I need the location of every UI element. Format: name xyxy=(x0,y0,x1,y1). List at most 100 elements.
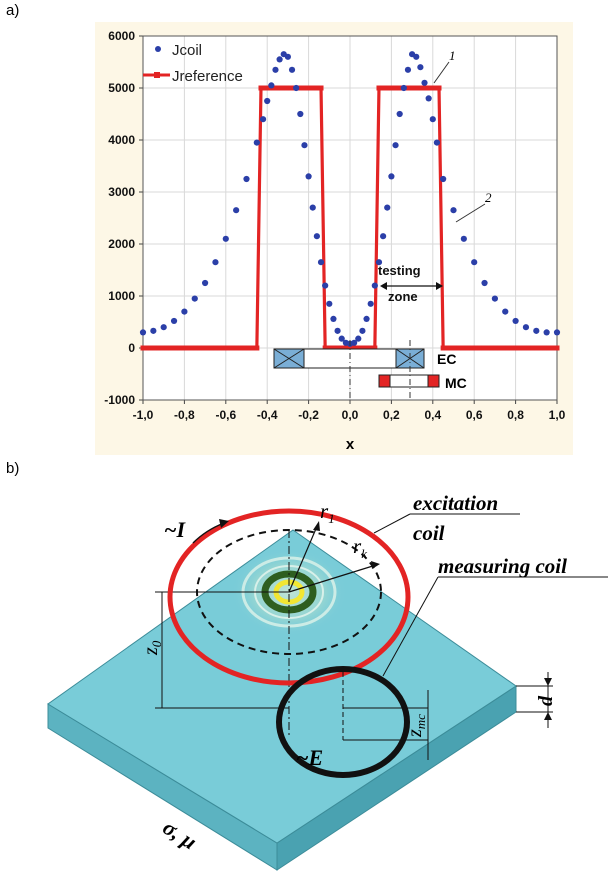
jreference-point xyxy=(339,345,345,351)
jcoil-point xyxy=(191,295,198,302)
jcoil-point xyxy=(317,259,325,266)
testing-zone-label-bottom: zone xyxy=(388,289,418,304)
jreference-point xyxy=(185,345,191,351)
jreference-point xyxy=(201,345,207,351)
legend: Jcoil Jreference xyxy=(143,42,243,85)
excitation-label: excitation xyxy=(413,491,498,515)
jcoil-point xyxy=(396,110,403,118)
jcoil-point xyxy=(522,324,530,331)
jreference-point xyxy=(368,345,374,351)
y-tick-label: 3000 xyxy=(108,185,135,199)
y-tick-label: 0 xyxy=(128,341,135,355)
jreference-point xyxy=(326,345,332,351)
testing-zone-arrowhead-right xyxy=(436,282,443,290)
jreference-point xyxy=(347,345,353,351)
jreference-point xyxy=(517,345,523,351)
x-tick-label: 0,0 xyxy=(342,408,359,422)
jcoil-point xyxy=(481,279,488,287)
panel-a-label: a) xyxy=(6,2,20,19)
jreference-point xyxy=(534,345,540,351)
jcoil-point xyxy=(359,327,366,334)
jreference-point xyxy=(229,345,235,351)
jreference-point xyxy=(469,345,475,351)
jcoil-point xyxy=(338,335,345,342)
jreference-point xyxy=(456,345,462,351)
jreference-point xyxy=(258,85,264,91)
measuring-label: measuring coil xyxy=(438,554,567,578)
conductive-plate xyxy=(47,529,517,844)
jreference-point xyxy=(267,85,273,91)
jreference-point xyxy=(305,85,311,91)
jreference-point xyxy=(197,345,203,351)
jcoil-point xyxy=(404,66,412,73)
jcoil-point xyxy=(355,335,362,342)
jcoil-point xyxy=(293,84,300,92)
jreference-point xyxy=(181,345,187,351)
jreference-point xyxy=(297,85,303,91)
jreference-point xyxy=(554,345,560,351)
jreference-point xyxy=(380,85,386,91)
r1-label: r1 xyxy=(320,499,335,526)
jcoil-point xyxy=(471,259,478,266)
x-tick-label: -0,8 xyxy=(174,408,195,422)
d-label: d xyxy=(535,695,557,706)
jreference-point xyxy=(168,345,174,351)
jcoil-point xyxy=(222,235,229,242)
y-tick-label: -1000 xyxy=(104,393,135,407)
jcoil-point xyxy=(400,84,407,92)
jcoil-point xyxy=(425,95,432,102)
jcoil-point xyxy=(450,207,457,214)
jreference-point xyxy=(432,85,438,91)
x-tick-label: 0,2 xyxy=(383,408,400,422)
jcoil-point xyxy=(326,300,333,307)
jcoil-point xyxy=(413,53,420,60)
jcoil-point xyxy=(417,64,424,71)
jreference-point xyxy=(225,345,231,351)
jcoil-series xyxy=(139,51,561,347)
testing-zone-label-top: testing xyxy=(378,263,421,278)
jreference-point xyxy=(140,345,146,351)
jreference-point xyxy=(238,345,244,351)
jreference-point xyxy=(546,345,552,351)
jreference-point xyxy=(301,85,307,91)
legend-jreference-marker xyxy=(154,72,160,78)
jreference-point xyxy=(275,85,281,91)
current-label: ~I xyxy=(164,517,187,542)
jreference-point xyxy=(152,345,158,351)
testing-zone-arrowhead-left xyxy=(380,282,387,290)
jreference-point xyxy=(144,345,150,351)
jcoil-point xyxy=(322,282,329,289)
jreference-point xyxy=(465,345,471,351)
jreference-point xyxy=(242,345,248,351)
plot-frame xyxy=(142,35,558,401)
jreference-point xyxy=(217,345,223,351)
jreference-point xyxy=(314,85,320,91)
jcoil-point xyxy=(460,235,467,242)
jcoil-point xyxy=(384,204,391,211)
jreference-point xyxy=(250,345,256,351)
jreference-point xyxy=(444,345,450,351)
jcoil-point xyxy=(264,97,271,105)
y-tick-label: 1000 xyxy=(108,289,135,303)
annotation-2-leader xyxy=(455,203,486,223)
jreference-point xyxy=(393,85,399,91)
jcoil-point xyxy=(253,139,260,146)
jcoil-point xyxy=(330,315,337,322)
excitation-coil-sketch: EC xyxy=(273,348,456,369)
jreference-point xyxy=(234,345,240,351)
jreference-point xyxy=(521,345,527,351)
annotation-1-leader xyxy=(433,61,450,84)
jreference-point xyxy=(164,345,170,351)
mc-left-winding xyxy=(378,374,391,388)
jreference-point xyxy=(460,345,466,351)
jcoil-point xyxy=(440,175,447,183)
jcoil-point xyxy=(202,279,209,287)
jreference-point xyxy=(473,345,479,351)
coil-label: coil xyxy=(413,521,445,545)
jcoil-point xyxy=(272,66,279,73)
excitation-coil xyxy=(167,508,411,686)
jreference-point xyxy=(148,345,154,351)
jcoil-point xyxy=(297,110,304,118)
jreference-point xyxy=(493,345,499,351)
jreference-point xyxy=(477,345,483,351)
